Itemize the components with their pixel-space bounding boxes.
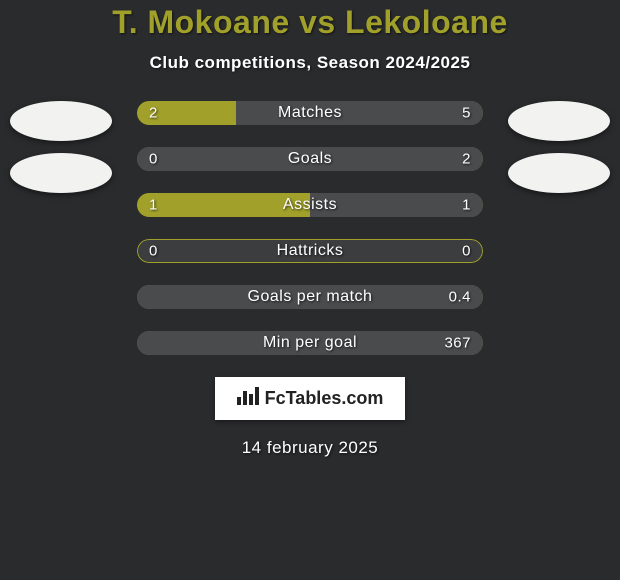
bar-value-right: 0.4 xyxy=(449,289,471,306)
bar-row: Min per goal 367 xyxy=(137,331,483,355)
player-avatar-right-2 xyxy=(508,153,610,193)
player-avatar-left-2 xyxy=(10,153,112,193)
bar-value-right: 1 xyxy=(462,197,471,214)
bar-value-left: 0 xyxy=(149,151,158,168)
player-avatar-left-1 xyxy=(10,101,112,141)
bar-row: Hattricks 0 0 xyxy=(137,239,483,263)
player-avatar-right-1 xyxy=(508,101,610,141)
bar-row: Matches 2 5 xyxy=(137,101,483,125)
bar-label: Assists xyxy=(283,196,337,214)
bar-label: Min per goal xyxy=(263,334,357,352)
bar-label: Goals xyxy=(288,150,332,168)
date-line: 14 february 2025 xyxy=(242,438,379,458)
page-title: T. Mokoane vs Lekoloane xyxy=(112,4,508,41)
brand-box: FcTables.com xyxy=(215,377,406,420)
bar-row: Goals per match 0.4 xyxy=(137,285,483,309)
bar-label: Hattricks xyxy=(277,242,344,260)
content-wrapper: T. Mokoane vs Lekoloane Club competition… xyxy=(0,0,620,580)
bar-value-left: 1 xyxy=(149,197,158,214)
bar-value-right: 5 xyxy=(462,105,471,122)
brand-text: FcTables.com xyxy=(265,388,384,409)
bar-row: Assists 1 1 xyxy=(137,193,483,217)
bar-value-right: 367 xyxy=(444,335,471,352)
comparison-bars: Matches25Goals02Assists11Hattricks00Goal… xyxy=(137,101,483,355)
compare-area: Matches25Goals02Assists11Hattricks00Goal… xyxy=(0,101,620,355)
brand-chart-icon xyxy=(237,387,259,410)
bar-value-right: 0 xyxy=(462,243,471,260)
bar-row: Goals 0 2 xyxy=(137,147,483,171)
bar-value-left: 2 xyxy=(149,105,158,122)
bar-fill-right xyxy=(236,101,483,125)
bar-value-left: 0 xyxy=(149,243,158,260)
bar-value-right: 2 xyxy=(462,151,471,168)
bar-label: Goals per match xyxy=(248,288,373,306)
bar-label: Matches xyxy=(278,104,342,122)
subtitle: Club competitions, Season 2024/2025 xyxy=(150,53,471,73)
